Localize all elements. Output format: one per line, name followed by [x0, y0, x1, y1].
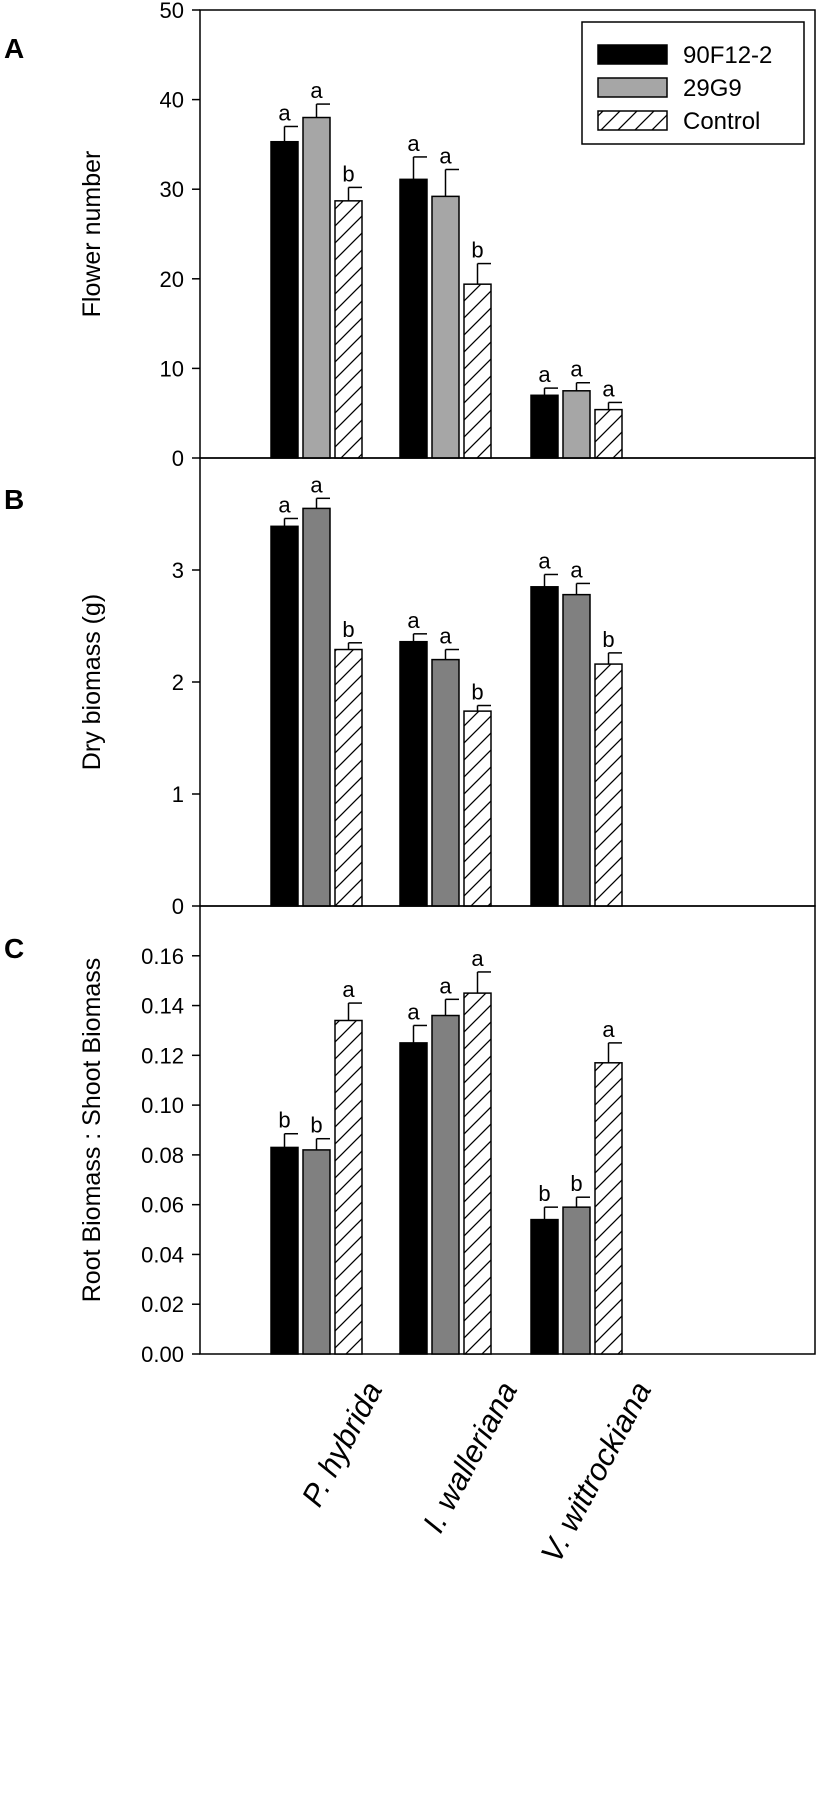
- x-category-labels: P. hybrida I. walleriana V. wittrockiana: [295, 1376, 659, 1568]
- y-axis-title: Dry biomass (g): [78, 594, 106, 770]
- significance-letter: a: [602, 1017, 615, 1042]
- y-tick-label: 1: [172, 782, 184, 807]
- y-tick-label: 0.00: [141, 1342, 184, 1367]
- significance-letter: a: [538, 548, 551, 573]
- y-tick-label: 40: [160, 88, 184, 113]
- significance-letter: a: [278, 100, 291, 125]
- legend-swatch: [597, 44, 668, 65]
- bar-29g9: [562, 390, 591, 459]
- significance-letter: a: [439, 624, 452, 649]
- bar-29g9: [431, 1014, 460, 1355]
- bar-control: [594, 1062, 623, 1355]
- bar-90f12-2: [399, 1042, 428, 1355]
- significance-letter: b: [602, 627, 614, 652]
- bar-control: [334, 648, 363, 907]
- bar-29g9: [431, 658, 460, 907]
- legend-label: 29G9: [683, 75, 742, 102]
- bar-90f12-2: [530, 1218, 559, 1355]
- significance-letter: b: [278, 1108, 290, 1133]
- bar-90f12-2: [530, 586, 559, 907]
- significance-letter: b: [538, 1181, 550, 1206]
- y-tick-label: 0.16: [141, 944, 184, 969]
- legend-swatch: [597, 110, 668, 131]
- bar-control: [594, 408, 623, 459]
- bar-control: [594, 663, 623, 907]
- significance-letter: a: [342, 977, 355, 1002]
- significance-letter: a: [407, 999, 420, 1024]
- significance-letter: a: [570, 557, 583, 582]
- axis-frame: [199, 905, 816, 1355]
- legend-label: 90F12-2: [683, 42, 772, 69]
- significance-letter: a: [407, 608, 420, 633]
- y-tick-label: 50: [160, 0, 184, 23]
- bar-29g9: [562, 1206, 591, 1355]
- significance-letter: b: [310, 1113, 322, 1138]
- y-tick-label: 30: [160, 177, 184, 202]
- bar-control: [463, 710, 492, 907]
- bar-90f12-2: [270, 140, 299, 459]
- bar-29g9: [302, 507, 331, 907]
- bar-control: [334, 200, 363, 459]
- bar-29g9: [562, 593, 591, 907]
- y-axis-title: Flower number: [78, 151, 106, 318]
- significance-letter: b: [342, 161, 354, 186]
- significance-letter: a: [602, 376, 615, 401]
- y-tick-label: 10: [160, 356, 184, 381]
- y-tick-label: 0: [172, 894, 184, 919]
- panel-letter: C: [4, 933, 24, 964]
- significance-letter: a: [439, 973, 452, 998]
- significance-letter: b: [570, 1171, 582, 1196]
- y-tick-label: 0.04: [141, 1242, 184, 1267]
- bar-90f12-2: [270, 525, 299, 907]
- y-tick-label: 0.08: [141, 1143, 184, 1168]
- bar-90f12-2: [399, 178, 428, 459]
- x-category-label: I. walleriana: [416, 1376, 525, 1538]
- y-tick-label: 3: [172, 558, 184, 583]
- bar-29g9: [302, 116, 331, 459]
- significance-letter: a: [570, 357, 583, 382]
- significance-letter: a: [310, 472, 323, 497]
- bar-29g9: [431, 195, 460, 459]
- panel-letter: B: [4, 484, 24, 515]
- panel-c: C 0.00 0.02 0.04 0.06 0.08 0.10 0.12 0.14 0.16 Roo…: [4, 905, 816, 1367]
- significance-letter: b: [471, 238, 483, 263]
- significance-letter: a: [471, 946, 484, 971]
- significance-letter: a: [310, 78, 323, 103]
- significance-letter: b: [342, 617, 354, 642]
- y-tick-label: 0.02: [141, 1292, 184, 1317]
- bar-90f12-2: [270, 1146, 299, 1355]
- significance-letter: a: [278, 492, 291, 517]
- legend-swatch: [597, 77, 668, 98]
- y-axis-title: Root Biomass : Shoot Biomass: [78, 958, 106, 1303]
- x-category-label: V. wittrockiana: [534, 1376, 658, 1568]
- y-tick-label: 0.10: [141, 1093, 184, 1118]
- panel-letter: A: [4, 33, 24, 64]
- y-tick-label: 0.14: [141, 994, 184, 1019]
- y-tick-label: 0.12: [141, 1043, 184, 1068]
- y-tick-label: 0: [172, 446, 184, 471]
- significance-letter: a: [439, 143, 452, 168]
- bar-control: [463, 992, 492, 1355]
- y-tick-label: 2: [172, 670, 184, 695]
- significance-letter: a: [538, 362, 551, 387]
- y-tick-label: 0.06: [141, 1193, 184, 1218]
- legend-label: Control: [683, 108, 760, 135]
- bar-control: [463, 283, 492, 459]
- x-category-label: P. hybrida: [295, 1376, 390, 1512]
- y-tick-label: 20: [160, 267, 184, 292]
- significance-letter: b: [471, 680, 483, 705]
- significance-letter: a: [407, 131, 420, 156]
- bar-29g9: [302, 1149, 331, 1355]
- legend: 90F12-2 29G9 Control: [581, 21, 805, 145]
- bar-90f12-2: [530, 394, 559, 459]
- bar-control: [334, 1019, 363, 1355]
- bar-90f12-2: [399, 640, 428, 907]
